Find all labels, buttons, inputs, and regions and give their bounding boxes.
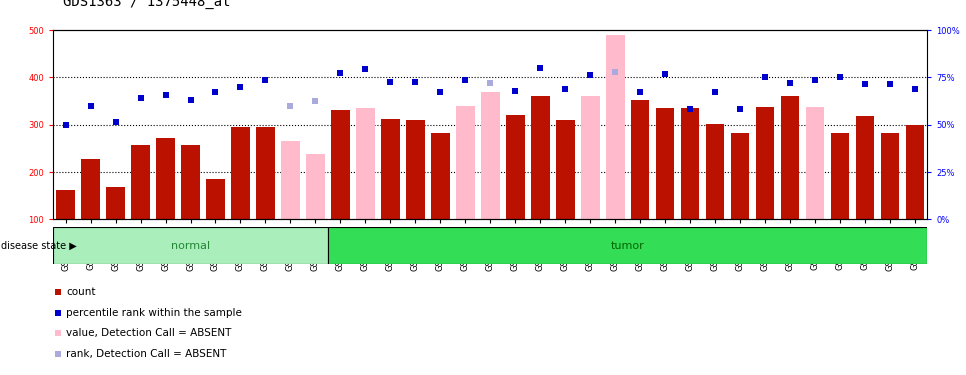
Bar xyxy=(327,227,927,264)
Bar xyxy=(581,96,600,219)
Bar xyxy=(706,124,724,219)
Bar xyxy=(506,115,525,219)
Bar xyxy=(905,124,924,219)
Bar xyxy=(755,107,775,219)
Bar xyxy=(356,108,375,219)
Bar xyxy=(781,96,799,219)
Bar xyxy=(730,133,750,219)
Text: normal: normal xyxy=(171,241,210,250)
Bar xyxy=(306,154,325,219)
Bar xyxy=(106,187,125,219)
Bar xyxy=(481,92,499,219)
Bar xyxy=(81,159,99,219)
Bar xyxy=(831,133,849,219)
Bar xyxy=(656,108,674,219)
Bar xyxy=(281,141,299,219)
Bar xyxy=(156,138,175,219)
Text: GDS1363 / 1375448_at: GDS1363 / 1375448_at xyxy=(63,0,230,9)
Bar xyxy=(406,120,425,219)
Bar xyxy=(681,108,699,219)
Text: tumor: tumor xyxy=(611,241,644,250)
Bar xyxy=(431,133,449,219)
Bar xyxy=(881,133,899,219)
Bar xyxy=(182,145,200,219)
Bar xyxy=(631,100,649,219)
Bar xyxy=(231,127,250,219)
Text: value, Detection Call = ABSENT: value, Detection Call = ABSENT xyxy=(67,328,232,339)
Text: disease state ▶: disease state ▶ xyxy=(1,241,76,250)
Bar xyxy=(606,35,624,219)
Bar xyxy=(53,227,327,264)
Bar xyxy=(555,120,575,219)
Bar xyxy=(256,127,274,219)
Bar xyxy=(206,179,225,219)
Bar xyxy=(806,107,824,219)
Text: rank, Detection Call = ABSENT: rank, Detection Call = ABSENT xyxy=(67,349,227,359)
Bar xyxy=(531,96,550,219)
Text: count: count xyxy=(67,287,96,297)
Bar xyxy=(456,106,474,219)
Bar xyxy=(856,116,874,219)
Text: percentile rank within the sample: percentile rank within the sample xyxy=(67,308,242,318)
Bar xyxy=(331,111,350,219)
Bar xyxy=(56,190,75,219)
Bar xyxy=(131,145,150,219)
Bar xyxy=(381,119,400,219)
